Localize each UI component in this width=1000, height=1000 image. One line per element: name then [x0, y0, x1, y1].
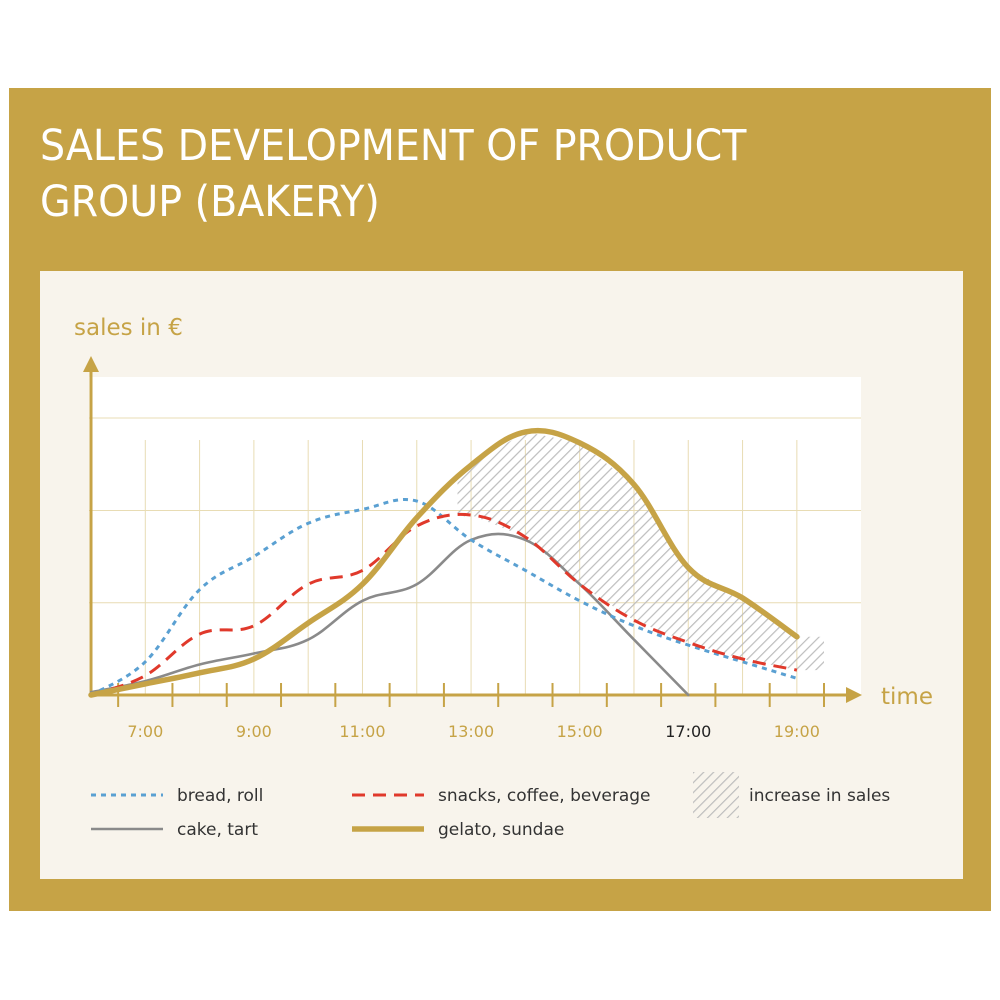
legend-label-cake: cake, tart: [177, 820, 258, 840]
legend-swatch-hatch: [693, 772, 739, 818]
series-bread-roll: [90, 498, 798, 697]
legend-label-bread: bread, roll: [177, 786, 263, 806]
x-tick-label: 17:00: [665, 722, 711, 741]
legend: bread, roll snacks, coffee, beverage incre…: [91, 772, 890, 840]
x-tick-label: 19:00: [774, 722, 820, 741]
x-tick-label: 15:00: [557, 722, 603, 741]
legend-label-snacks: snacks, coffee, beverage: [438, 786, 651, 806]
series-snacks-coffee-beverage: [90, 512, 798, 697]
axes: [83, 356, 862, 707]
increase-area: [457, 431, 824, 671]
increase-in-sales-area: [457, 431, 824, 671]
x-tick-label: 11:00: [339, 722, 385, 741]
series-gelato-sundae: [88, 427, 800, 698]
y-axis-label: sales in €: [74, 315, 183, 341]
x-tick-labels: 7:00 9:00 11:00 13:00 15:00 17:00 19:00: [127, 722, 820, 741]
legend-label-gelato: gelato, sundae: [438, 820, 564, 840]
chart-title: SALES DEVELOPMENT OF PRODUCT GROUP (BAKE…: [40, 121, 747, 227]
x-tick-label: 9:00: [236, 722, 272, 741]
series: [88, 427, 800, 698]
x-tick-label: 13:00: [448, 722, 494, 741]
x-axis-arrow: [846, 687, 862, 703]
legend-label-hatch: increase in sales: [749, 786, 890, 806]
x-tick-label: 7:00: [127, 722, 163, 741]
x-axis-label: time: [881, 684, 933, 710]
y-axis-arrow: [83, 356, 99, 372]
series-cake-tart: [89, 532, 690, 697]
